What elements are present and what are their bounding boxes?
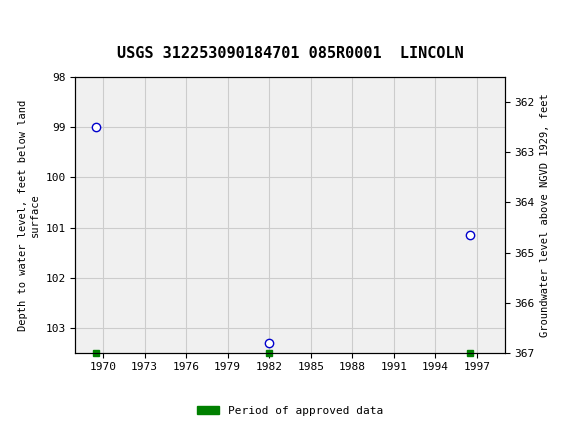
- Legend: Period of approved data: Period of approved data: [193, 401, 387, 420]
- Text: USGS 312253090184701 085R0001  LINCOLN: USGS 312253090184701 085R0001 LINCOLN: [117, 46, 463, 61]
- Y-axis label: Groundwater level above NGVD 1929, feet: Groundwater level above NGVD 1929, feet: [540, 93, 550, 337]
- Text: ▒USGS: ▒USGS: [12, 15, 70, 37]
- Y-axis label: Depth to water level, feet below land
surface: Depth to water level, feet below land su…: [19, 99, 40, 331]
